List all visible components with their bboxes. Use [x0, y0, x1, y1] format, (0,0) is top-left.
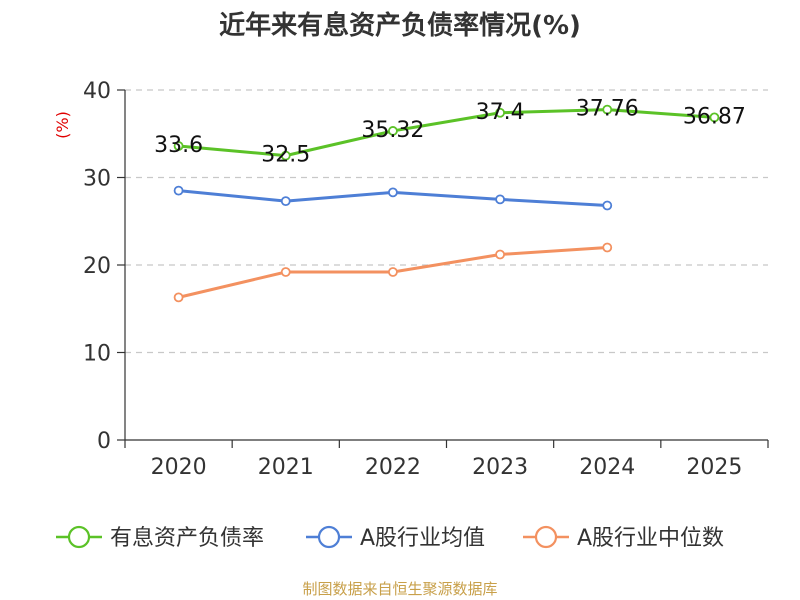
data-point: [173, 141, 184, 151]
data-point: [495, 194, 505, 205]
data-label: 35.32: [361, 118, 424, 143]
x-tick-label: 2023: [472, 455, 528, 480]
data-point: [388, 126, 398, 136]
data-point: [602, 200, 613, 211]
data-point: [495, 107, 505, 118]
data-point: [280, 267, 291, 277]
legend-item[interactable]: A股行业中位数: [523, 525, 724, 551]
chart-title: 近年来有息资产负债率情况(%): [219, 10, 581, 41]
series-line: [178, 108, 715, 158]
legend-item[interactable]: A股行业均值: [306, 525, 485, 551]
legend-swatch-marker: [67, 525, 91, 549]
y-tick-label: 0: [97, 429, 111, 454]
y-axis-label: (%): [53, 111, 72, 139]
legend-label: 有息资产负债率: [110, 526, 264, 551]
source-note: 制图数据来自恒生聚源数据库: [302, 580, 497, 598]
data-point: [495, 249, 505, 260]
legend-label: A股行业中位数: [577, 526, 724, 551]
axes: 0 10 20 30 40 2020 2021 2022 2023 2024 2025: [83, 79, 769, 480]
data-point: [388, 187, 398, 198]
legend-swatch-marker: [534, 525, 558, 549]
x-tick-label: 2022: [365, 455, 421, 480]
data-point: [280, 196, 291, 207]
data-point: [388, 267, 398, 277]
data-labels: 33.6 32.5 35.32 37.4 37.76 36.87: [154, 97, 746, 168]
data-point: [602, 104, 613, 115]
data-label: 32.5: [261, 143, 310, 168]
y-tick-label: 10: [83, 342, 111, 367]
data-point: [173, 292, 184, 303]
x-tick-label: 2020: [151, 455, 207, 480]
legend-item[interactable]: 有息资产负债率: [56, 525, 264, 551]
data-label: 33.6: [154, 133, 203, 158]
series-layer: [173, 104, 720, 303]
y-tick-label: 40: [83, 79, 111, 104]
data-point: [602, 242, 613, 253]
data-point: [173, 185, 184, 196]
data-point: [709, 112, 720, 123]
y-tick-label: 30: [83, 167, 111, 192]
legend-label: A股行业均值: [360, 526, 485, 551]
y-tick-label: 20: [83, 254, 111, 279]
data-label: 36.87: [683, 104, 746, 129]
data-label: 37.76: [576, 97, 639, 122]
legend[interactable]: 有息资产负债率 A股行业均值 A股行业中位数: [56, 525, 724, 551]
legend-swatch-marker: [317, 525, 341, 549]
data-label: 37.4: [476, 100, 525, 125]
data-point: [280, 150, 291, 161]
x-tick-label: 2024: [579, 455, 635, 480]
x-tick-label: 2025: [686, 455, 742, 480]
x-tick-label: 2021: [258, 455, 314, 480]
grid: [125, 89, 768, 354]
